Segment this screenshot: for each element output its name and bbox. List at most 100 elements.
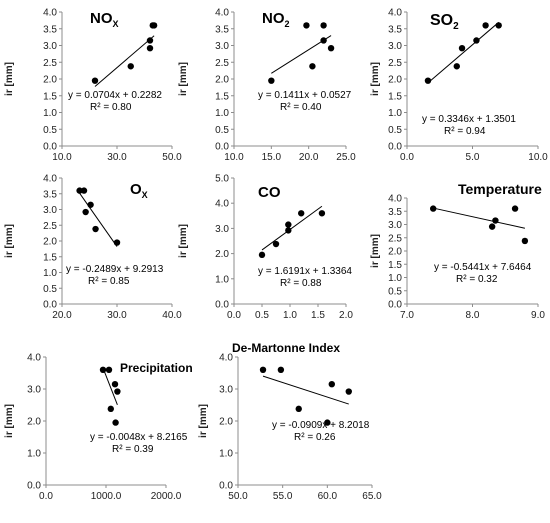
r-squared: R² = 0.88 (280, 278, 322, 289)
x-tick-label: 0.0 (39, 491, 53, 502)
data-point (482, 22, 489, 29)
chart-title-main: Precipitation (120, 361, 193, 375)
y-tick-label: 2.0 (215, 75, 229, 86)
y-tick-label: 4.0 (219, 353, 233, 364)
x-tick-label: 10.0 (528, 152, 548, 163)
regression-equation: y = -0.0048x + 8.2165 (90, 432, 188, 443)
r-squared: R² = 0.85 (88, 276, 130, 287)
r-squared: R² = 0.39 (112, 444, 154, 455)
data-point (113, 239, 121, 246)
y-tick-label: 2.0 (27, 417, 41, 428)
chart-title-subscript: X (113, 19, 119, 29)
chart-title: OX (130, 181, 148, 200)
y-tick-label: 1.5 (43, 91, 57, 102)
chart-title-main: SO (430, 12, 453, 29)
chart-panel: 0.0 0.5 1.0 1.5 2.0 2.5 3.0 3.5 4.0 10.0 30.0 50.0 i… (4, 8, 182, 164)
r-squared: R² = 0.80 (90, 102, 132, 113)
y-tick-label: 3.0 (215, 41, 229, 52)
x-tick-label: 2.0 (339, 310, 353, 321)
y-tick-label: 4.0 (215, 199, 229, 210)
y-tick-label: 1.5 (43, 252, 57, 263)
y-tick-label: 1.0 (27, 449, 41, 460)
chart-title-main: De-Martonne Index (232, 341, 340, 355)
y-tick-label: 0.5 (215, 125, 229, 136)
chart-title-subscript: 2 (453, 21, 459, 32)
chart-title: NO2 (262, 10, 290, 29)
chart-title-subscript: X (142, 190, 148, 200)
data-point (285, 227, 292, 234)
y-tick-label: 1.5 (388, 91, 402, 102)
data-point (76, 187, 83, 194)
chart-panel: 0.0 1.0 2.0 3.0 4.0 0.0 1000.0 2000.0 ir [mm] Pre… (4, 353, 193, 503)
data-point (99, 366, 107, 373)
y-tick-label: 2.0 (43, 237, 57, 248)
regression-equation: y = 1.6191x + 1.3364 (258, 266, 352, 277)
trendline (261, 205, 323, 251)
trendline (94, 35, 155, 87)
y-tick-label: 4.0 (388, 194, 402, 205)
y-tick-label: 1.0 (215, 274, 229, 285)
regression-equation: y = 0.1411x + 0.0527 (258, 90, 352, 101)
data-point (112, 419, 119, 426)
y-tick-label: 4.0 (388, 8, 402, 19)
y-axis-title: ir [mm] (4, 224, 15, 258)
chart-title-main: O (130, 181, 142, 198)
x-tick-label: 2000.0 (151, 491, 182, 502)
chart-panel: 0.0 0.5 1.0 1.5 2.0 2.5 3.0 3.5 4.0 20.0 30.0 40.0 i… (4, 174, 182, 322)
y-tick-label: 0.5 (43, 125, 57, 136)
y-tick-label: 3.5 (215, 24, 229, 35)
y-tick-label: 0.0 (215, 300, 229, 311)
trendline (433, 207, 526, 229)
x-tick-label: 5.0 (466, 152, 480, 163)
data-point (328, 381, 335, 388)
x-tick-label: 1.0 (283, 310, 297, 321)
y-tick-label: 3.5 (43, 24, 57, 35)
y-tick-label: 3.0 (219, 385, 233, 396)
x-tick-label: 20.0 (52, 310, 72, 321)
y-tick-label: 0.0 (27, 481, 41, 492)
data-point (511, 205, 519, 212)
x-tick-label: 0.0 (227, 310, 241, 321)
x-tick-label: 9.0 (531, 310, 545, 321)
regression-equation: y = -0.2489x + 9.2913 (66, 264, 164, 275)
y-tick-label: 1.0 (219, 449, 233, 460)
chart-title-main: Temperature (458, 181, 542, 197)
x-tick-label: 1000.0 (91, 491, 122, 502)
data-point (87, 201, 94, 208)
data-point (453, 63, 460, 70)
x-tick-label: 30.0 (107, 152, 127, 163)
y-tick-label: 1.0 (43, 108, 57, 119)
chart-title: CO (258, 184, 281, 201)
y-axis-title: ir [mm] (370, 62, 381, 96)
y-tick-label: 4.0 (43, 174, 57, 185)
data-point (320, 22, 327, 29)
trendline (102, 367, 118, 406)
y-tick-label: 2.0 (219, 417, 233, 428)
y-tick-label: 3.0 (388, 220, 402, 231)
y-tick-label: 3.0 (388, 41, 402, 52)
data-point (488, 223, 496, 230)
y-tick-label: 1.0 (388, 273, 402, 284)
regression-equation: y = -0.0909x + 8.2018 (272, 420, 370, 431)
data-point (298, 210, 305, 217)
data-point (146, 44, 154, 52)
data-point (127, 63, 134, 70)
x-tick-label: 0.0 (400, 152, 414, 163)
data-point (105, 366, 113, 373)
data-point (303, 22, 310, 29)
y-tick-label: 3.5 (388, 207, 402, 218)
data-point (272, 240, 280, 248)
regression-equation: y = -0.5441x + 7.6464 (434, 262, 532, 273)
chart-title: De-Martonne Index (232, 341, 340, 355)
chart-panel: 0.0 0.5 1.0 1.5 2.0 2.5 3.0 3.5 4.0 10.0 15.0 20.0 2… (178, 8, 356, 164)
chart-title: Precipitation (120, 361, 193, 375)
y-tick-label: 4.0 (43, 8, 57, 19)
x-tick-label: 50.0 (228, 491, 248, 502)
data-point (268, 77, 275, 84)
x-tick-label: 7.0 (400, 310, 414, 321)
data-point (495, 22, 502, 29)
data-point (285, 221, 292, 228)
data-point (327, 44, 335, 52)
x-tick-label: 10.0 (52, 152, 72, 163)
y-tick-label: 0.0 (43, 300, 57, 311)
